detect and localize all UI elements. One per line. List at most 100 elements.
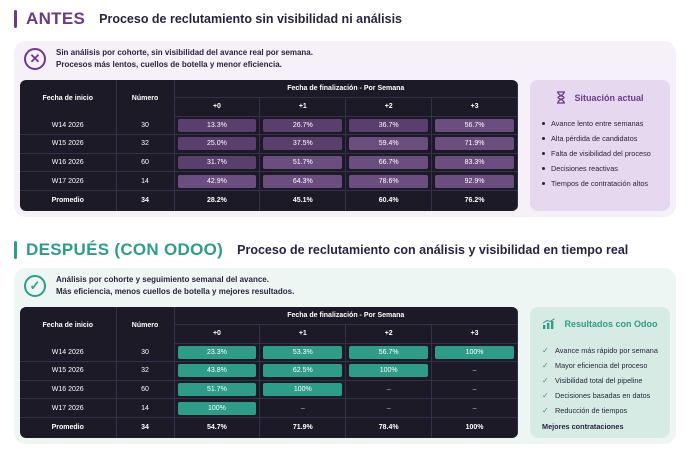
before-title: Proceso de reclutamiento sin visibilidad…	[99, 12, 402, 26]
table-row[interactable]: W17 2026 14 42.9% 64.3% 78.6% 92.9%	[20, 171, 518, 191]
growth-chart-icon	[543, 318, 556, 329]
list-item: ✓ Avance más rápido por semana	[542, 343, 658, 358]
average-row: Promedio 34 28.2% 45.1% 60.4% 76.2%	[20, 190, 518, 211]
after-cohort-table: Fecha de inicio Número Fecha de finaliza…	[20, 307, 518, 438]
value-cell[interactable]: 83.3%	[435, 156, 514, 169]
table-row[interactable]: W14 2026 30 13.3% 26.7% 36.7% 56.7%	[20, 116, 518, 136]
value-cell[interactable]: 13.3%	[177, 118, 257, 132]
value-cell[interactable]: 53.3%	[263, 345, 343, 359]
value-cell[interactable]: 31.7%	[177, 156, 257, 169]
count-cell: 32	[116, 134, 175, 154]
empty-cell: –	[386, 404, 391, 412]
table-row[interactable]: W15 2026 32 25.0% 37.5% 59.4% 71.9%	[20, 134, 518, 154]
accent-bar	[14, 10, 17, 28]
list-item: Alta pérdida de candidatos	[542, 131, 651, 146]
hourglass-icon	[557, 91, 566, 104]
average-cell: 78.4%	[345, 417, 433, 438]
list-item: Tiempos de contratación altos	[542, 176, 651, 191]
empty-cell: –	[386, 386, 391, 393]
before-label: ANTES	[26, 9, 86, 28]
before-cohort-table: Fecha de inicio Número Fecha de finaliza…	[20, 80, 518, 211]
table-row[interactable]: W15 2026 32 43.8% 62.5% 100% –	[20, 361, 518, 381]
list-item: Decisiones reactivas	[542, 161, 651, 176]
count-cell: 14	[116, 398, 175, 418]
average-count: 34	[116, 190, 175, 211]
week-cell: W17 2026	[20, 171, 117, 191]
period-header: +3	[431, 97, 518, 117]
period-header: +0	[174, 97, 261, 117]
check-icon: ✓	[542, 406, 549, 415]
col-number-header[interactable]: Número	[116, 307, 175, 344]
average-cell: 71.9%	[259, 417, 347, 438]
week-cell: W14 2026	[20, 343, 117, 363]
before-note-line-2: Procesos más lentos, cuellos de botella …	[56, 60, 282, 69]
empty-cell: –	[300, 404, 305, 412]
value-cell[interactable]: 59.4%	[349, 137, 429, 151]
value-cell[interactable]: 100%	[349, 364, 429, 378]
value-cell[interactable]: 51.7%	[263, 156, 343, 169]
table-row[interactable]: W17 2026 14 100% – – –	[20, 398, 518, 418]
col-start-header[interactable]: Fecha de inicio	[20, 307, 117, 344]
col-group-header: Fecha de finalización - Por Semana	[174, 307, 518, 325]
value-cell[interactable]: 25.0%	[177, 137, 257, 151]
after-note-line-2: Más eficiencia, menos cuellos de botella…	[56, 287, 295, 296]
value-cell[interactable]: 100%	[177, 401, 257, 415]
value-cell[interactable]: 71.9%	[435, 137, 514, 151]
week-cell: W15 2026	[20, 134, 117, 154]
week-cell: W15 2026	[20, 361, 117, 381]
value-cell[interactable]: 66.7%	[349, 156, 429, 169]
col-number-header[interactable]: Número	[116, 80, 175, 117]
count-cell: 30	[116, 116, 175, 136]
average-label: Promedio	[20, 417, 117, 438]
value-cell[interactable]: 64.3%	[263, 174, 343, 188]
table-row[interactable]: W16 2026 60 51.7% 100% – –	[20, 380, 518, 400]
list-item: Avance lento entre semanas	[542, 116, 651, 131]
after-panel: ✓ Análisis por cohorte y seguimiento sem…	[14, 268, 676, 444]
value-cell[interactable]: 42.9%	[177, 174, 257, 188]
list-item: ✓ Reducción de tiempos	[542, 403, 658, 418]
value-cell[interactable]: 56.7%	[435, 118, 514, 132]
value-cell[interactable]: 51.7%	[177, 383, 257, 396]
count-cell: 14	[116, 171, 175, 191]
week-cell: W17 2026	[20, 398, 117, 418]
check-icon: ✓	[542, 391, 549, 400]
empty-cell: –	[472, 367, 477, 375]
before-header: ANTES Proceso de reclutamiento sin visib…	[14, 9, 402, 29]
average-count: 34	[116, 417, 175, 438]
after-note: ✓ Análisis por cohorte y seguimiento sem…	[24, 274, 294, 298]
value-cell[interactable]: 78.6%	[349, 174, 429, 188]
accent-bar	[14, 241, 17, 259]
check-icon: ✓	[542, 346, 549, 355]
value-cell[interactable]: 26.7%	[263, 118, 343, 132]
value-cell[interactable]: 92.9%	[435, 174, 514, 188]
week-cell: W14 2026	[20, 116, 117, 136]
table-row[interactable]: W14 2026 30 23.3% 53.3% 56.7% 100%	[20, 343, 518, 363]
after-label: DESPUÉS (CON ODOO)	[26, 240, 224, 259]
after-note-line-1: Análisis por cohorte y seguimiento seman…	[56, 275, 269, 284]
average-cell: 60.4%	[345, 190, 433, 211]
value-cell[interactable]: 100%	[435, 345, 514, 359]
average-row: Promedio 34 54.7% 71.9% 78.4% 100%	[20, 417, 518, 438]
value-cell[interactable]: 56.7%	[349, 345, 429, 359]
col-start-header[interactable]: Fecha de inicio	[20, 80, 117, 117]
value-cell[interactable]: 37.5%	[263, 137, 343, 151]
average-label: Promedio	[20, 190, 117, 211]
week-cell: W16 2026	[20, 153, 117, 173]
check-circle-icon: ✓	[24, 275, 46, 297]
value-cell[interactable]: 62.5%	[263, 364, 343, 378]
value-cell[interactable]: 23.3%	[177, 345, 257, 359]
average-cell: 76.2%	[431, 190, 518, 211]
side-footer: Mejores contrataciones	[542, 422, 624, 431]
before-panel: ✕ Sin análisis por cohorte, sin visibili…	[14, 41, 676, 217]
after-header: DESPUÉS (CON ODOO) Proceso de reclutamie…	[14, 240, 628, 260]
table-row[interactable]: W16 2026 60 31.7% 51.7% 66.7% 83.3%	[20, 153, 518, 173]
list-item: ✓ Decisiones basadas en datos	[542, 388, 658, 403]
list-item: Falta de visibilidad del proceso	[542, 146, 651, 161]
side-title: Situación actual	[574, 92, 644, 103]
value-cell[interactable]: 36.7%	[349, 118, 429, 132]
value-cell[interactable]: 100%	[263, 383, 343, 396]
before-note-line-1: Sin análisis por cohorte, sin visibilida…	[56, 48, 313, 57]
average-cell: 100%	[431, 417, 518, 438]
week-cell: W16 2026	[20, 380, 117, 400]
value-cell[interactable]: 43.8%	[177, 364, 257, 378]
